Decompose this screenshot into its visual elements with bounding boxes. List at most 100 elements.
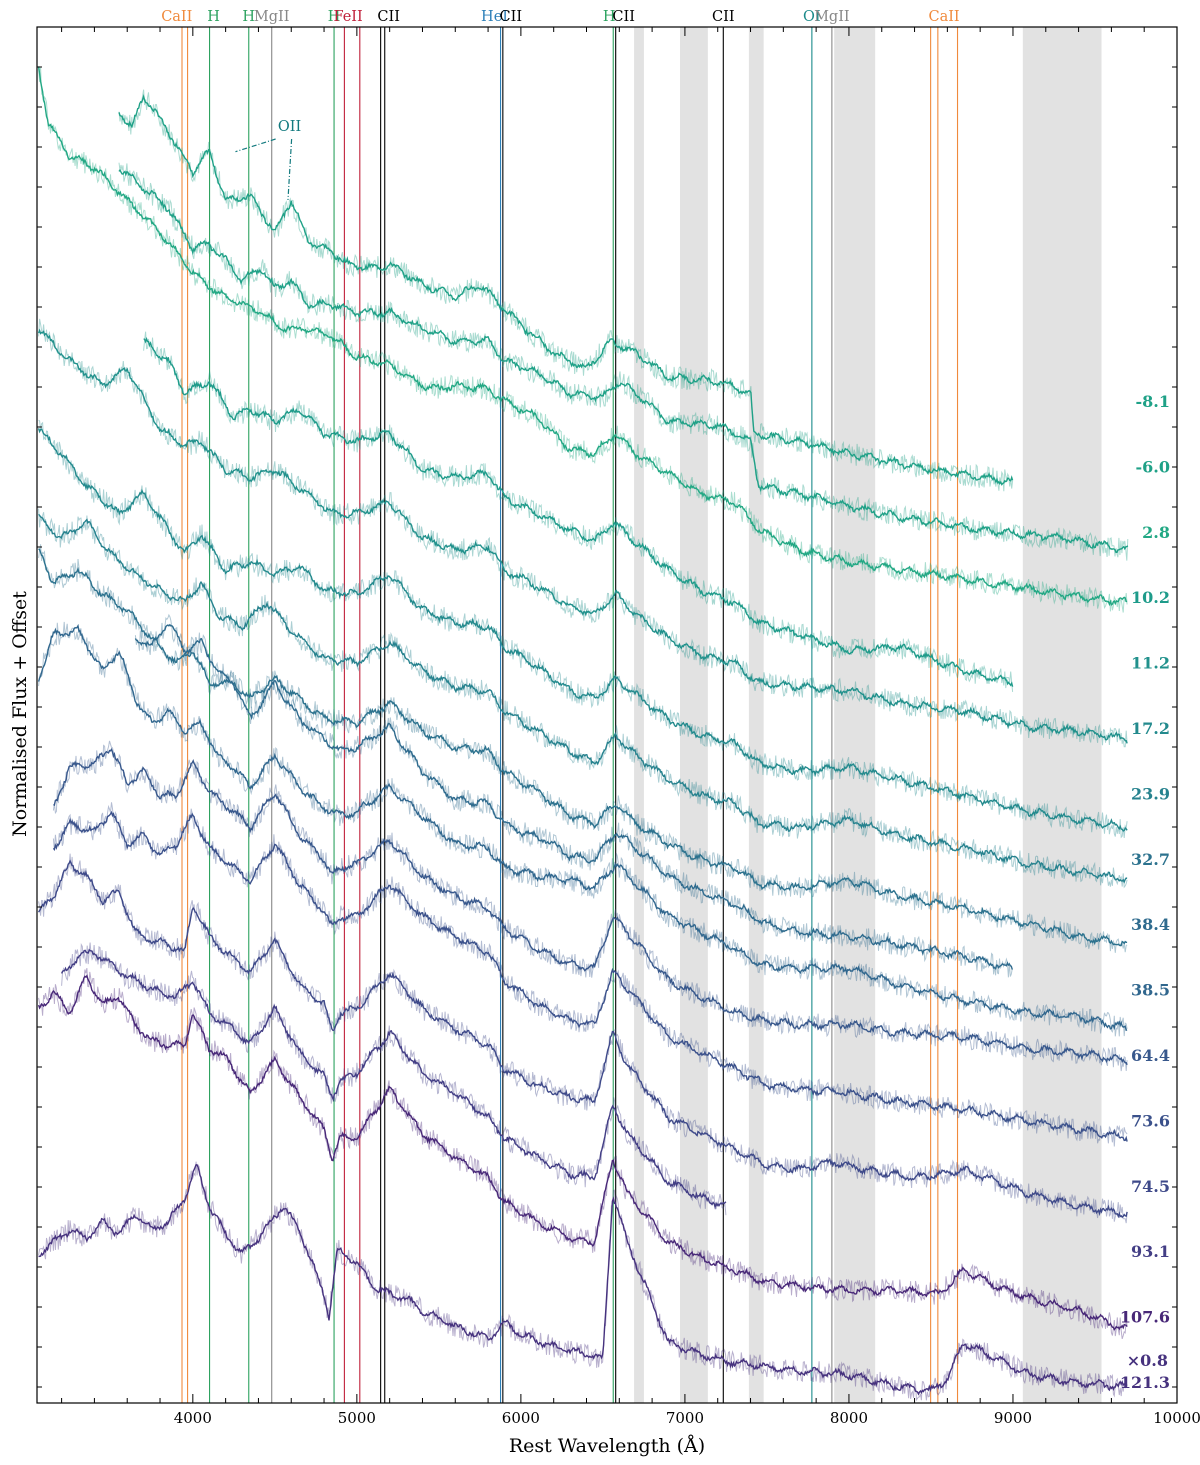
spectrum-line-1 <box>118 168 1129 553</box>
spectra-series <box>37 66 1129 1402</box>
epoch-label-10: 64.4 <box>1131 1046 1170 1065</box>
spectrum-11 <box>52 802 1128 1147</box>
telluric-band-3 <box>834 27 876 1403</box>
line-marker-label-10: CII <box>612 9 635 25</box>
telluric-bands <box>634 27 1102 1403</box>
x-tick-label-4: 8000 <box>830 1409 868 1427</box>
spectrum-2 <box>37 66 1128 613</box>
spectrum-0 <box>118 89 1014 492</box>
epoch-label-7: 32.7 <box>1131 850 1170 869</box>
spectrum-noise-5 <box>38 419 1128 839</box>
line-marker-label-8: CII <box>500 9 523 25</box>
spectrum-line-10 <box>53 747 1128 1066</box>
spectrum-10 <box>52 740 1128 1072</box>
epoch-label-9: 38.5 <box>1131 981 1170 1000</box>
x-tick-label-3: 7000 <box>666 1409 704 1427</box>
spectrum-line-12 <box>37 859 1128 1219</box>
telluric-band-4 <box>1022 27 1102 1403</box>
spectrum-3 <box>143 331 1014 692</box>
line-marker-label-5: FeII <box>333 9 362 25</box>
line-marker-label-3: MgII <box>254 9 290 25</box>
spectrum-line-9 <box>37 623 1128 1032</box>
x-tick-label-2: 6000 <box>502 1409 540 1427</box>
spectrum-5 <box>37 419 1128 839</box>
spectrum-line-7 <box>38 548 1128 947</box>
annotation-oii-pointer-0 <box>235 138 276 153</box>
x-axis-title: Rest Wavelength (Å) <box>509 1435 705 1457</box>
epoch-labels: -8.1 -6.0 2.8 10.2 11.2 17.2 23.9 32.7 38.4 38.5 6… <box>1120 392 1170 1392</box>
epoch-label-0: -8.1 <box>1136 392 1170 411</box>
epoch-label-12: 74.5 <box>1131 1177 1170 1196</box>
oii-annotation: OII <box>235 119 301 201</box>
spectrum-14 <box>37 968 1128 1340</box>
telluric-band-0 <box>634 27 644 1403</box>
epoch-label-5: 17.2 <box>1131 719 1170 738</box>
epoch-label-13: 93.1 <box>1131 1242 1170 1261</box>
telluric-band-1 <box>679 27 708 1403</box>
spectrum-line-13 <box>60 948 727 1210</box>
epoch-label-4: 11.2 <box>1131 654 1170 673</box>
spectrum-line-3 <box>143 337 1014 687</box>
line-marker-label-2: H <box>242 9 255 25</box>
spectrum-1 <box>118 162 1129 561</box>
line-marker-label-11: CII <box>712 9 735 25</box>
spectrum-line-4 <box>37 328 1128 744</box>
epoch-label-2: 2.8 <box>1142 523 1170 542</box>
annotation-oii-label: OII <box>278 119 301 135</box>
spectrum-7 <box>38 544 1128 953</box>
spectrum-noise-8 <box>134 613 1013 978</box>
spectrum-line-14 <box>37 974 1128 1331</box>
x-tick-label-6: 10000 <box>1153 1409 1200 1427</box>
annotation-oii-pointer-1 <box>287 138 293 201</box>
spectrum-noise-14 <box>38 968 1128 1340</box>
line-marker-label-13: MgII <box>814 9 850 25</box>
line-marker-label-7: HeI <box>481 9 508 25</box>
line-marker-label-0: CaII <box>161 9 192 25</box>
spectrum-noise-7 <box>38 544 1128 953</box>
spectrum-8 <box>134 613 1013 978</box>
scale-note-label: ×0.8 <box>1127 1351 1168 1370</box>
x-axis-ticks: 4000 5000 6000 7000 8000 9000 10000 <box>37 27 1200 1427</box>
epoch-label-11: 73.6 <box>1131 1111 1170 1130</box>
line-markers <box>181 27 959 1403</box>
epoch-label-8: 38.4 <box>1131 915 1170 934</box>
spectrum-15 <box>38 1161 1128 1402</box>
x-tick-label-0: 4000 <box>174 1409 212 1427</box>
spectrum-6 <box>38 508 1128 889</box>
line-marker-label-4: H <box>328 9 341 25</box>
plot-frame <box>36 26 1178 1404</box>
telluric-band-2 <box>748 27 764 1403</box>
spectrum-noise-6 <box>38 508 1128 889</box>
spectrum-noise-9 <box>38 621 1128 1037</box>
epoch-label-15: 121.3 <box>1120 1373 1170 1392</box>
x-tick-label-1: 5000 <box>338 1409 376 1427</box>
spectrum-line-0 <box>118 94 1014 486</box>
spectrum-9 <box>37 621 1128 1037</box>
spectrum-13 <box>60 942 727 1216</box>
line-marker-label-9: H <box>603 9 616 25</box>
spectrum-line-2 <box>37 66 1128 607</box>
y-axis-title: Normalised Flux + Offset <box>9 591 31 837</box>
spectrum-noise-0 <box>118 89 1014 492</box>
spectrum-4 <box>37 318 1128 748</box>
spectrum-line-15 <box>38 1163 1128 1396</box>
spectrum-noise-12 <box>38 853 1128 1224</box>
epoch-label-1: -6.0 <box>1136 457 1170 476</box>
spectrum-line-8 <box>134 623 1013 970</box>
spectrum-line-6 <box>38 513 1128 884</box>
spectrum-noise-4 <box>38 318 1128 748</box>
spectrum-noise-1 <box>118 162 1129 561</box>
epoch-label-6: 23.9 <box>1131 784 1170 803</box>
line-marker-label-12: OI <box>803 9 821 25</box>
epoch-label-14: 107.6 <box>1120 1308 1170 1327</box>
x-tick-label-5: 9000 <box>994 1409 1032 1427</box>
line-marker-label-14: CaII <box>928 9 959 25</box>
spectrum-line-5 <box>37 428 1128 832</box>
line-marker-label-6: CII <box>377 9 400 25</box>
spectrum-line-11 <box>52 810 1128 1142</box>
epoch-label-3: 10.2 <box>1131 588 1170 607</box>
spectrum-noise-11 <box>52 802 1128 1147</box>
spectrum-12 <box>37 853 1128 1224</box>
